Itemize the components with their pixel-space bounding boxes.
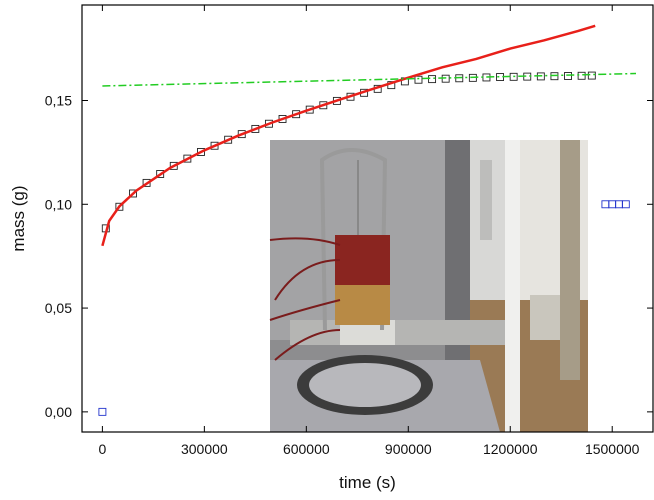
- x-axis-title: time (s): [339, 473, 396, 492]
- data-point: [564, 72, 572, 80]
- data-point: [577, 71, 586, 80]
- data-point: [129, 189, 137, 198]
- data-point: [210, 141, 219, 150]
- data-point: [142, 178, 151, 187]
- data-point: [115, 202, 124, 211]
- x-tick-label: 0: [98, 441, 106, 457]
- inset-photo: [269, 140, 588, 432]
- data-line: [101, 24, 596, 247]
- data-point: [601, 200, 610, 209]
- y-tick-label: 0,10: [45, 196, 72, 212]
- data-point: [621, 200, 630, 209]
- y-tick-label: 0,05: [45, 300, 72, 316]
- x-tick-label: 300000: [181, 441, 228, 457]
- data-point: [615, 200, 623, 209]
- x-tick-label: 900000: [385, 441, 432, 457]
- data-point: [428, 75, 437, 84]
- data-point: [587, 71, 596, 80]
- data-point: [608, 200, 617, 209]
- data-point: [98, 407, 107, 416]
- y-axis-title: mass (g): [9, 185, 28, 251]
- x-tick-label: 1200000: [483, 441, 538, 457]
- plot-frame: [81, 4, 654, 433]
- x-tick-label: 600000: [283, 441, 330, 457]
- y-tick-label: 0,15: [45, 92, 72, 108]
- data-point: [197, 148, 205, 156]
- data-line: [102, 72, 637, 87]
- data-point: [156, 170, 165, 178]
- data-point: [414, 75, 423, 84]
- y-tick-label: 0,00: [45, 404, 72, 420]
- x-tick-label: 1500000: [585, 441, 640, 457]
- data-point: [169, 161, 178, 170]
